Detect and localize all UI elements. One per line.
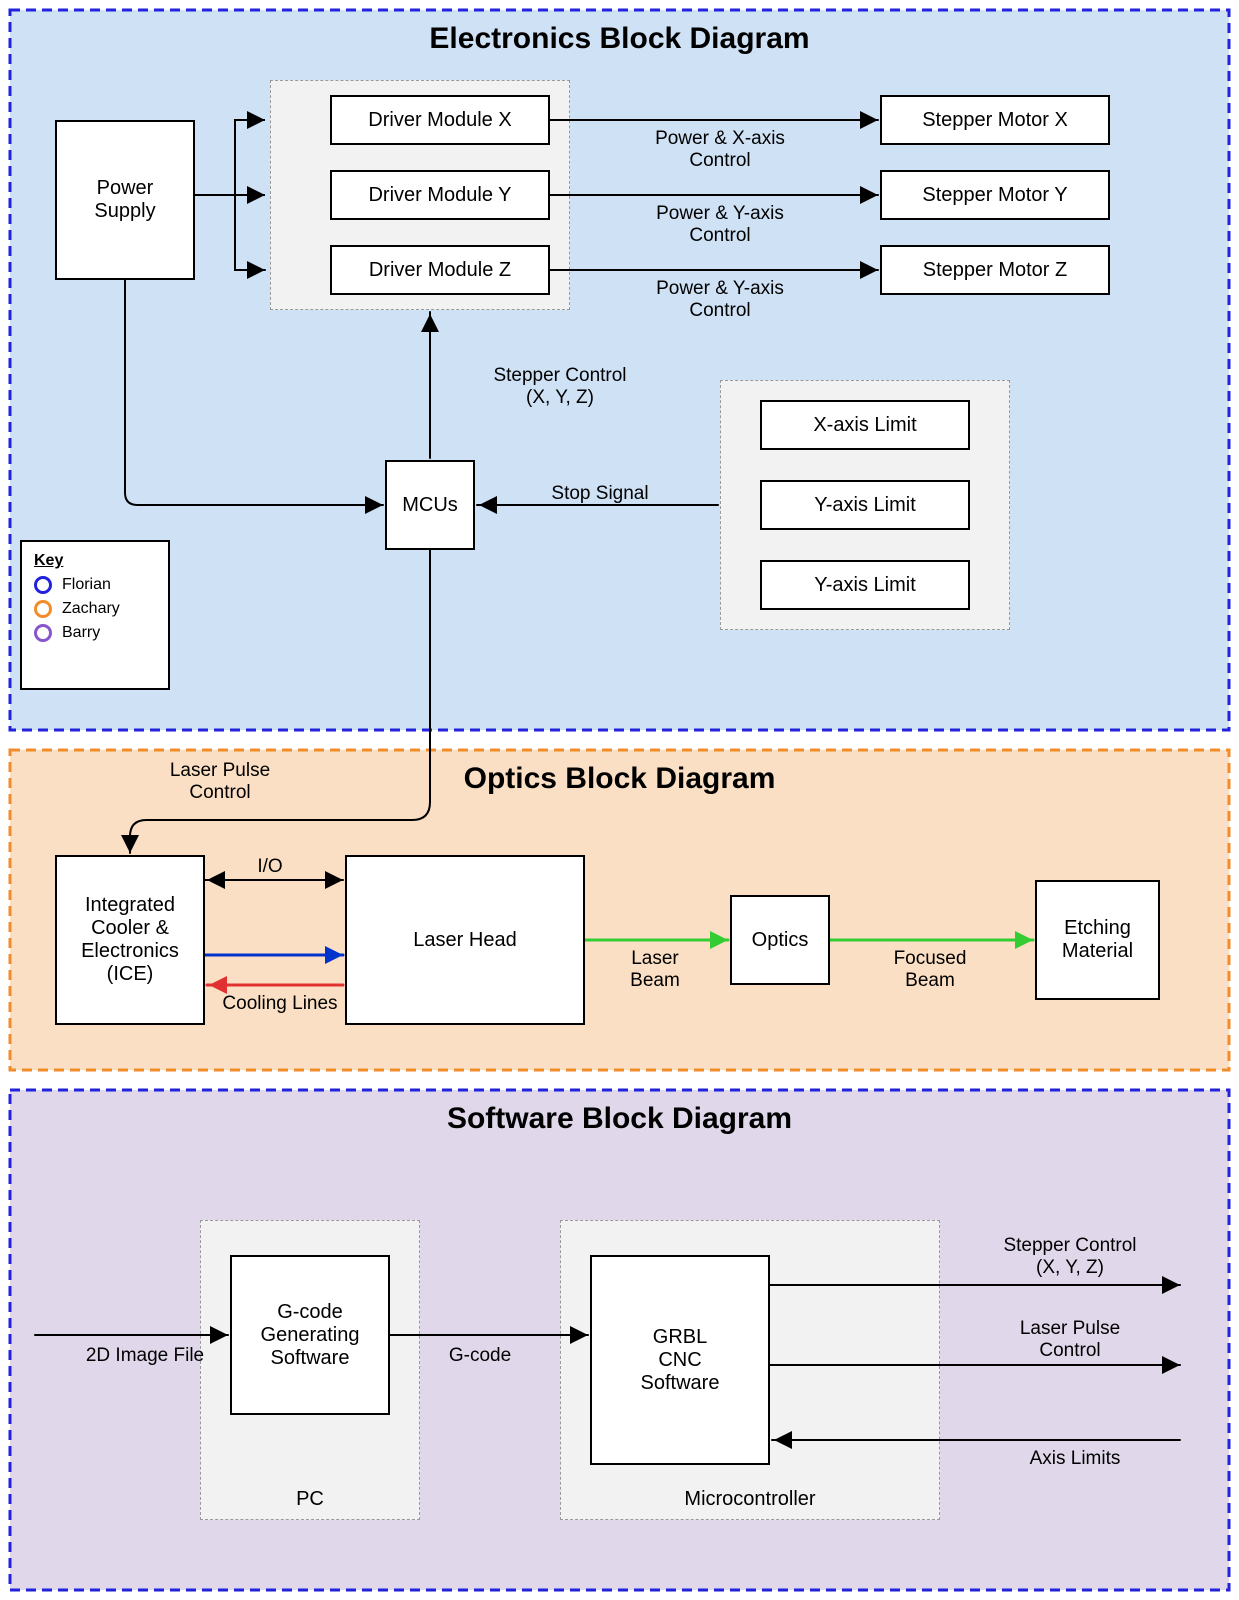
x-axis-limit-node: X-axis Limit	[760, 400, 970, 450]
laser-head-node: Laser Head	[345, 855, 585, 1025]
edge-label: Power & X-axisControl	[590, 128, 850, 172]
edge-label: Stepper Control(X, Y, Z)	[450, 365, 670, 409]
edge-label: LaserBeam	[595, 948, 715, 992]
legend: Key Florian Zachary Barry	[20, 540, 170, 690]
edge-label: FocusedBeam	[850, 948, 1010, 992]
edge-label: Power & Y-axisControl	[590, 278, 850, 322]
y-axis-limit-node-1: Y-axis Limit	[760, 480, 970, 530]
legend-label: Barry	[62, 624, 100, 642]
legend-item: Zachary	[34, 600, 156, 618]
grbl-software-node: GRBLCNCSoftware	[590, 1255, 770, 1465]
edge-label: Axis Limits	[975, 1448, 1175, 1470]
legend-swatch	[34, 624, 52, 642]
legend-label: Zachary	[62, 600, 120, 618]
power-supply-node: PowerSupply	[55, 120, 195, 280]
etching-material-node: EtchingMaterial	[1035, 880, 1160, 1000]
optics-node: Optics	[730, 895, 830, 985]
edge-label: G-code	[420, 1345, 540, 1367]
legend-title: Key	[34, 552, 156, 570]
edge-label: I/O	[220, 856, 320, 878]
gcode-software-node: G-codeGeneratingSoftware	[230, 1255, 390, 1415]
ice-node: IntegratedCooler &Electronics(ICE)	[55, 855, 205, 1025]
edge-label: 2D Image File	[55, 1345, 235, 1367]
driver-module-y-node: Driver Module Y	[330, 170, 550, 220]
legend-label: Florian	[62, 576, 111, 594]
legend-swatch	[34, 576, 52, 594]
edge-label: Stop Signal	[510, 483, 690, 505]
y-axis-limit-node-2: Y-axis Limit	[760, 560, 970, 610]
stepper-motor-z-node: Stepper Motor Z	[880, 245, 1110, 295]
driver-module-x-node: Driver Module X	[330, 95, 550, 145]
stepper-motor-y-node: Stepper Motor Y	[880, 170, 1110, 220]
edge-label: Cooling Lines	[195, 993, 365, 1015]
edge-label: Laser PulseControl	[960, 1318, 1180, 1362]
edge-label: Power & Y-axisControl	[590, 203, 850, 247]
legend-item: Barry	[34, 624, 156, 642]
mcus-node: MCUs	[385, 460, 475, 550]
edge-label: Laser PulseControl	[120, 760, 320, 804]
legend-swatch	[34, 600, 52, 618]
stepper-motor-x-node: Stepper Motor X	[880, 95, 1110, 145]
driver-module-z-node: Driver Module Z	[330, 245, 550, 295]
edge-label: Stepper Control(X, Y, Z)	[960, 1235, 1180, 1279]
legend-item: Florian	[34, 576, 156, 594]
diagram-stage: Electronics Block Diagram Optics Block D…	[0, 0, 1239, 1600]
